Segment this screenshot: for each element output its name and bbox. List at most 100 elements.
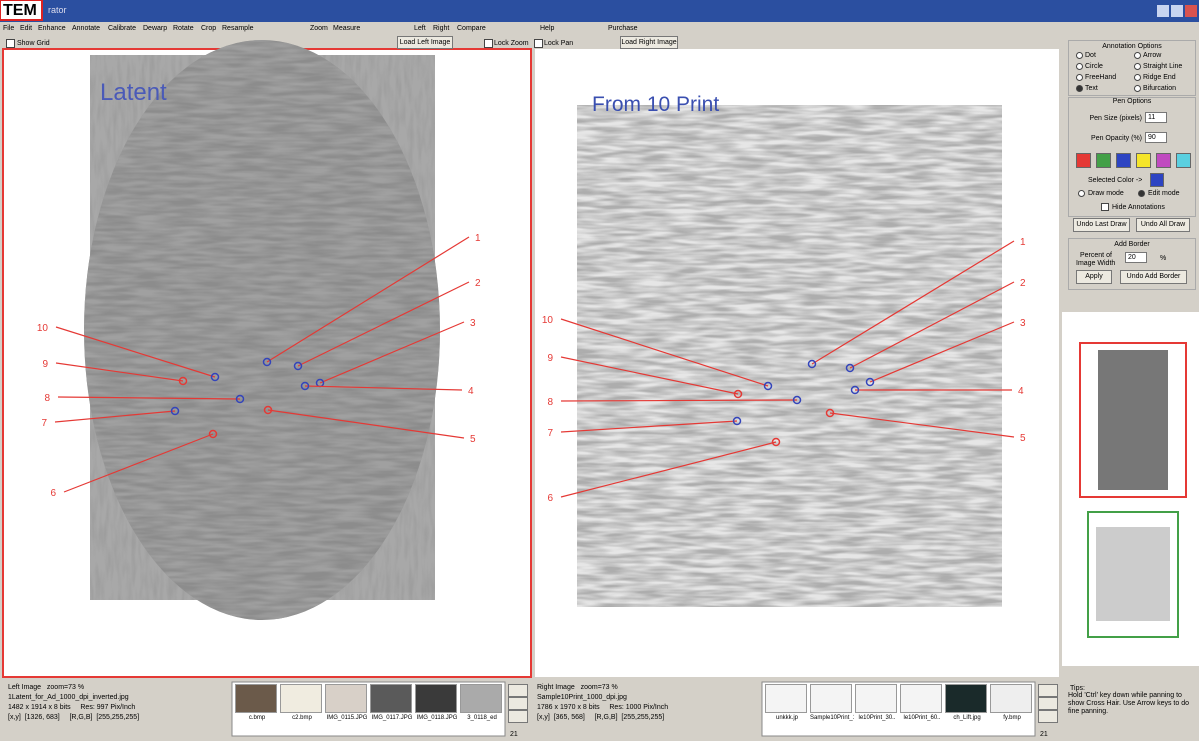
label: %: [1160, 254, 1166, 263]
radio[interactable]: [1076, 63, 1083, 70]
menu-item[interactable]: Annotate: [72, 24, 100, 33]
thumbnail-label: 3_0118_ed: [460, 714, 504, 723]
menu-item[interactable]: File: [3, 24, 14, 33]
label: Hide Annotations: [1112, 203, 1165, 212]
thumbnail[interactable]: [370, 684, 412, 713]
close[interactable]: [1185, 5, 1197, 17]
annotation-label: 2: [1020, 278, 1026, 289]
lock-zoom: Lock Zoom: [494, 39, 529, 48]
thumbnail-label: le10Print_30..: [855, 714, 899, 723]
annotation-label: 3: [470, 318, 476, 329]
status-line: [x,y] [365, 568] [R,G,B] [255,255,255]: [537, 713, 664, 722]
color-swatch[interactable]: [1156, 153, 1171, 168]
option-label: Ridge End: [1143, 73, 1176, 82]
thumbnail[interactable]: [855, 684, 897, 713]
checkbox[interactable]: [484, 39, 493, 48]
color-swatch[interactable]: [1096, 153, 1111, 168]
menu-item[interactable]: Crop: [201, 24, 216, 33]
option-label: Bifurcation: [1143, 84, 1176, 93]
input[interactable]: 90: [1145, 132, 1167, 143]
color-swatch[interactable]: [1076, 153, 1091, 168]
menu-item[interactable]: Calibrate: [108, 24, 136, 33]
button[interactable]: Undo Last Draw: [1073, 218, 1130, 232]
label: Pen Opacity (%): [1080, 134, 1142, 143]
input[interactable]: 11: [1145, 112, 1167, 123]
menu-item[interactable]: Zoom: [310, 24, 328, 33]
menu-item[interactable]: Edit: [20, 24, 32, 33]
menu-item[interactable]: Right: [433, 24, 449, 33]
panel-label: Latent: [100, 79, 167, 106]
button[interactable]: Undo Add Border: [1120, 270, 1187, 284]
menu-item[interactable]: Dewarp: [143, 24, 167, 33]
annotation-label: 1: [475, 233, 481, 244]
menu-item[interactable]: Measure: [333, 24, 360, 33]
radio[interactable]: [1138, 190, 1145, 197]
button[interactable]: Load Right Image: [620, 36, 678, 49]
label: Selected Color ->: [1088, 176, 1142, 185]
thumbnail[interactable]: [415, 684, 457, 713]
annotation-label: 4: [1018, 386, 1024, 397]
group-title: Add Border: [1068, 240, 1196, 249]
scroll-button[interactable]: [508, 684, 528, 697]
left-preview-image: [1098, 350, 1168, 490]
thumbnail-label: fy.bmp: [990, 714, 1034, 723]
radio[interactable]: [1134, 85, 1141, 92]
menu-item[interactable]: Purchase: [608, 24, 638, 33]
scroll-button[interactable]: [1038, 710, 1058, 723]
panel-label: From 10 Print: [592, 93, 719, 116]
scroll-button[interactable]: [1038, 684, 1058, 697]
color-swatch[interactable]: [1176, 153, 1191, 168]
menu-item[interactable]: Rotate: [173, 24, 194, 33]
radio[interactable]: [1076, 52, 1083, 59]
thumbnail[interactable]: [900, 684, 942, 713]
menu-item[interactable]: Resample: [222, 24, 254, 33]
group-title: Pen Options: [1068, 97, 1196, 106]
thumbnail[interactable]: [990, 684, 1032, 713]
option-label: FreeHand: [1085, 73, 1116, 82]
color-swatch[interactable]: [1116, 153, 1131, 168]
thumbnail[interactable]: [235, 684, 277, 713]
button[interactable]: Apply: [1076, 270, 1112, 284]
scroll-button[interactable]: [508, 697, 528, 710]
thumbnail-label: unkkk.jp: [765, 714, 809, 723]
maximize[interactable]: [1171, 5, 1183, 17]
thumbnail[interactable]: [945, 684, 987, 713]
tips-text: Hold 'Ctrl' key down while panning to sh…: [1068, 692, 1193, 716]
radio[interactable]: [1134, 52, 1141, 59]
thumbnail-label: c2.bmp: [280, 714, 324, 723]
menu-item[interactable]: Help: [540, 24, 554, 33]
radio[interactable]: [1078, 190, 1085, 197]
thumbnail-label: le10Print_60..: [900, 714, 944, 723]
option-label: Circle: [1085, 62, 1103, 71]
button[interactable]: Load Left Image: [397, 36, 453, 49]
color-swatch[interactable]: [1136, 153, 1151, 168]
status-line: 1Latent_for_Ad_1000_dpi_inverted.jpg: [8, 693, 129, 702]
menu-item[interactable]: Compare: [457, 24, 486, 33]
thumbnail[interactable]: [460, 684, 502, 713]
thumbnail[interactable]: [280, 684, 322, 713]
input[interactable]: 20: [1125, 252, 1147, 263]
checkbox[interactable]: [1101, 203, 1109, 211]
annotation-label: 7: [547, 428, 553, 439]
scroll-button[interactable]: [1038, 697, 1058, 710]
thumbnail[interactable]: [765, 684, 807, 713]
thumbnail[interactable]: [810, 684, 852, 713]
annotation-label: 9: [547, 353, 553, 364]
checkbox[interactable]: [534, 39, 543, 48]
annotation-label: 2: [475, 278, 481, 289]
annotation-label: 10: [542, 315, 554, 326]
status-line: Left Image zoom=73 %: [8, 683, 84, 692]
button[interactable]: Undo All Draw: [1136, 218, 1190, 232]
scroll-button[interactable]: [508, 710, 528, 723]
label: Image Width: [1076, 259, 1115, 268]
menu-item[interactable]: Enhance: [38, 24, 66, 33]
radio[interactable]: [1134, 74, 1141, 81]
radio[interactable]: [1076, 74, 1083, 81]
thumbnail[interactable]: [325, 684, 367, 713]
menu-item[interactable]: Left: [414, 24, 426, 33]
minimize[interactable]: [1157, 5, 1169, 17]
checkbox[interactable]: [6, 39, 15, 48]
annotation-label: 5: [1020, 433, 1026, 444]
radio[interactable]: [1134, 63, 1141, 70]
radio[interactable]: [1076, 85, 1083, 92]
